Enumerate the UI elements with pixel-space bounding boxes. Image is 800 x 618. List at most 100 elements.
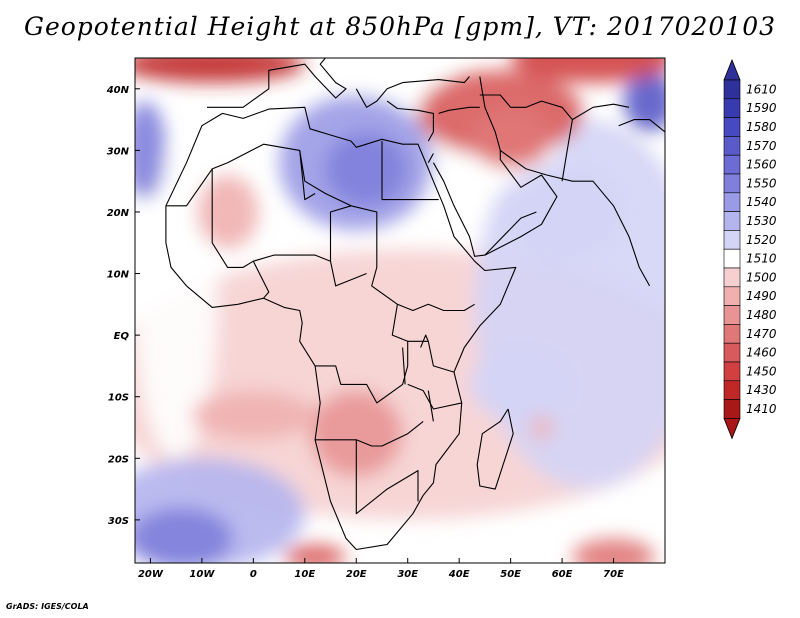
coastline-segment: [391, 304, 408, 342]
lat-tick-label: 40N: [106, 85, 130, 96]
coastline-segment: [484, 211, 537, 256]
colorbar-swatch: [723, 324, 741, 344]
lon-tick-label: 20W: [138, 569, 164, 580]
colorbar-label: 1410: [746, 402, 777, 416]
colorbar-label: 1500: [746, 270, 777, 284]
colorbar-label: 1430: [746, 383, 777, 397]
colorbar-label: 1610: [746, 82, 777, 96]
colorbar-label: 1460: [746, 346, 777, 360]
plot-frame: [134, 57, 666, 564]
lon-tick-label: 20E: [346, 569, 367, 580]
height-field-region: [309, 390, 403, 477]
coastline-segment: [207, 58, 347, 108]
height-field-region: [284, 544, 346, 563]
coastline-segment: [211, 168, 367, 287]
height-field-region: [135, 150, 218, 459]
colorbar-label: 1540: [746, 195, 777, 209]
lon-tick-label: 40E: [448, 569, 470, 580]
colorbar-swatch: [723, 286, 741, 306]
coastline-segment: [165, 143, 475, 312]
height-field-region: [500, 162, 624, 262]
colorbar: 1610 1590 1580 1570 1560 1550 1540 1530 1520 1510…: [723, 58, 777, 440]
longitude-axis: 20W 10W 0 10E 20E 30E 40E 50E 60E 70E: [138, 558, 624, 580]
coastline-segment: [479, 76, 501, 151]
height-field-region: [572, 538, 655, 563]
height-field-region: [191, 390, 316, 440]
colorbar-swatch: [723, 154, 741, 175]
lon-tick-label: 50E: [500, 569, 521, 580]
map-title: Geopotential Height at 850hPa [gpm], VT:…: [23, 12, 777, 41]
height-field-region: [531, 415, 552, 440]
colorbar-swatch: [723, 342, 741, 363]
lat-tick-label: 10S: [108, 393, 129, 404]
lon-tick-label: 60E: [552, 569, 573, 580]
colorbar-swatch: [723, 305, 741, 325]
coastlines-and-borders: [165, 58, 665, 551]
colorbar-swatch: [723, 230, 741, 250]
coastline-segment: [329, 205, 352, 262]
map-plot-area: [134, 57, 666, 564]
colorbar-label: 1580: [746, 120, 777, 134]
colorbar-swatch: [723, 211, 741, 231]
colorbar-swatch: [723, 380, 741, 400]
lat-tick-label: 20S: [108, 454, 129, 465]
height-field-region: [325, 131, 408, 206]
height-field-region: [135, 507, 233, 563]
colorbar-bottom-arrow: [723, 417, 741, 440]
coastline-segment: [420, 334, 429, 348]
colorbar-label: 1470: [746, 327, 777, 341]
lon-tick-label: 0: [250, 569, 257, 580]
colorbar-label: 1590: [746, 101, 777, 115]
height-field: [135, 58, 665, 563]
colorbar-swatch: [723, 136, 741, 156]
colorbar-label: 1510: [746, 252, 777, 266]
coastline-segment: [402, 347, 406, 385]
colorbar-swatch: [723, 267, 741, 288]
grads-credit: GrADS: IGES/COLA: [6, 602, 89, 611]
coastline-segment: [476, 408, 514, 490]
lat-tick-label: 20N: [107, 208, 130, 219]
colorbar-swatch: [723, 399, 741, 419]
lon-tick-label: 10E: [294, 569, 315, 580]
height-field-region: [135, 58, 305, 83]
lon-tick-label: 30E: [397, 569, 418, 580]
colorbar-swatch: [723, 192, 741, 212]
colorbar-label: 1570: [746, 139, 777, 153]
lon-tick-label: 10W: [189, 569, 215, 580]
lat-tick-label: 30N: [107, 146, 130, 157]
height-field-region: [510, 58, 665, 83]
lat-tick-label: EQ: [114, 331, 130, 342]
height-field-region: [469, 107, 552, 169]
coastline-segment: [165, 106, 517, 551]
coastline-segment: [427, 153, 434, 163]
colorbar-swatch: [723, 173, 741, 194]
colorbar-top-arrow: [723, 58, 741, 81]
lat-tick-label: 10N: [107, 270, 130, 281]
coastline-segment: [479, 94, 573, 182]
colorbar-swatch: [723, 248, 741, 269]
colorbar-label: 1490: [746, 289, 777, 303]
height-field-region: [469, 347, 573, 422]
colorbar-label: 1530: [746, 214, 777, 228]
height-field-region: [135, 101, 166, 200]
coastline-segment: [355, 76, 470, 108]
coastline-segment: [438, 106, 480, 114]
colorbar-label: 1480: [746, 308, 777, 322]
colorbar-label: 1550: [746, 176, 777, 190]
coastline-segment: [432, 149, 651, 287]
coastline-segment: [427, 390, 434, 422]
colorbar-label: 1560: [746, 158, 777, 172]
colorbar-swatch: [723, 79, 741, 100]
height-field-region: [623, 70, 665, 132]
coastline-segment: [315, 420, 424, 447]
coastline-segment: [252, 260, 270, 299]
colorbar-label: 1520: [746, 233, 777, 247]
lat-tick-label: 30S: [108, 516, 129, 527]
coastline-segment: [386, 100, 434, 142]
latitude-axis: 40N 30N 20N 10N EQ 10S 20S 30S: [106, 85, 140, 527]
coastline-segment: [315, 340, 429, 404]
height-field-region: [196, 175, 259, 249]
coastline-segment: [299, 150, 316, 201]
coastline-segment: [407, 383, 462, 410]
